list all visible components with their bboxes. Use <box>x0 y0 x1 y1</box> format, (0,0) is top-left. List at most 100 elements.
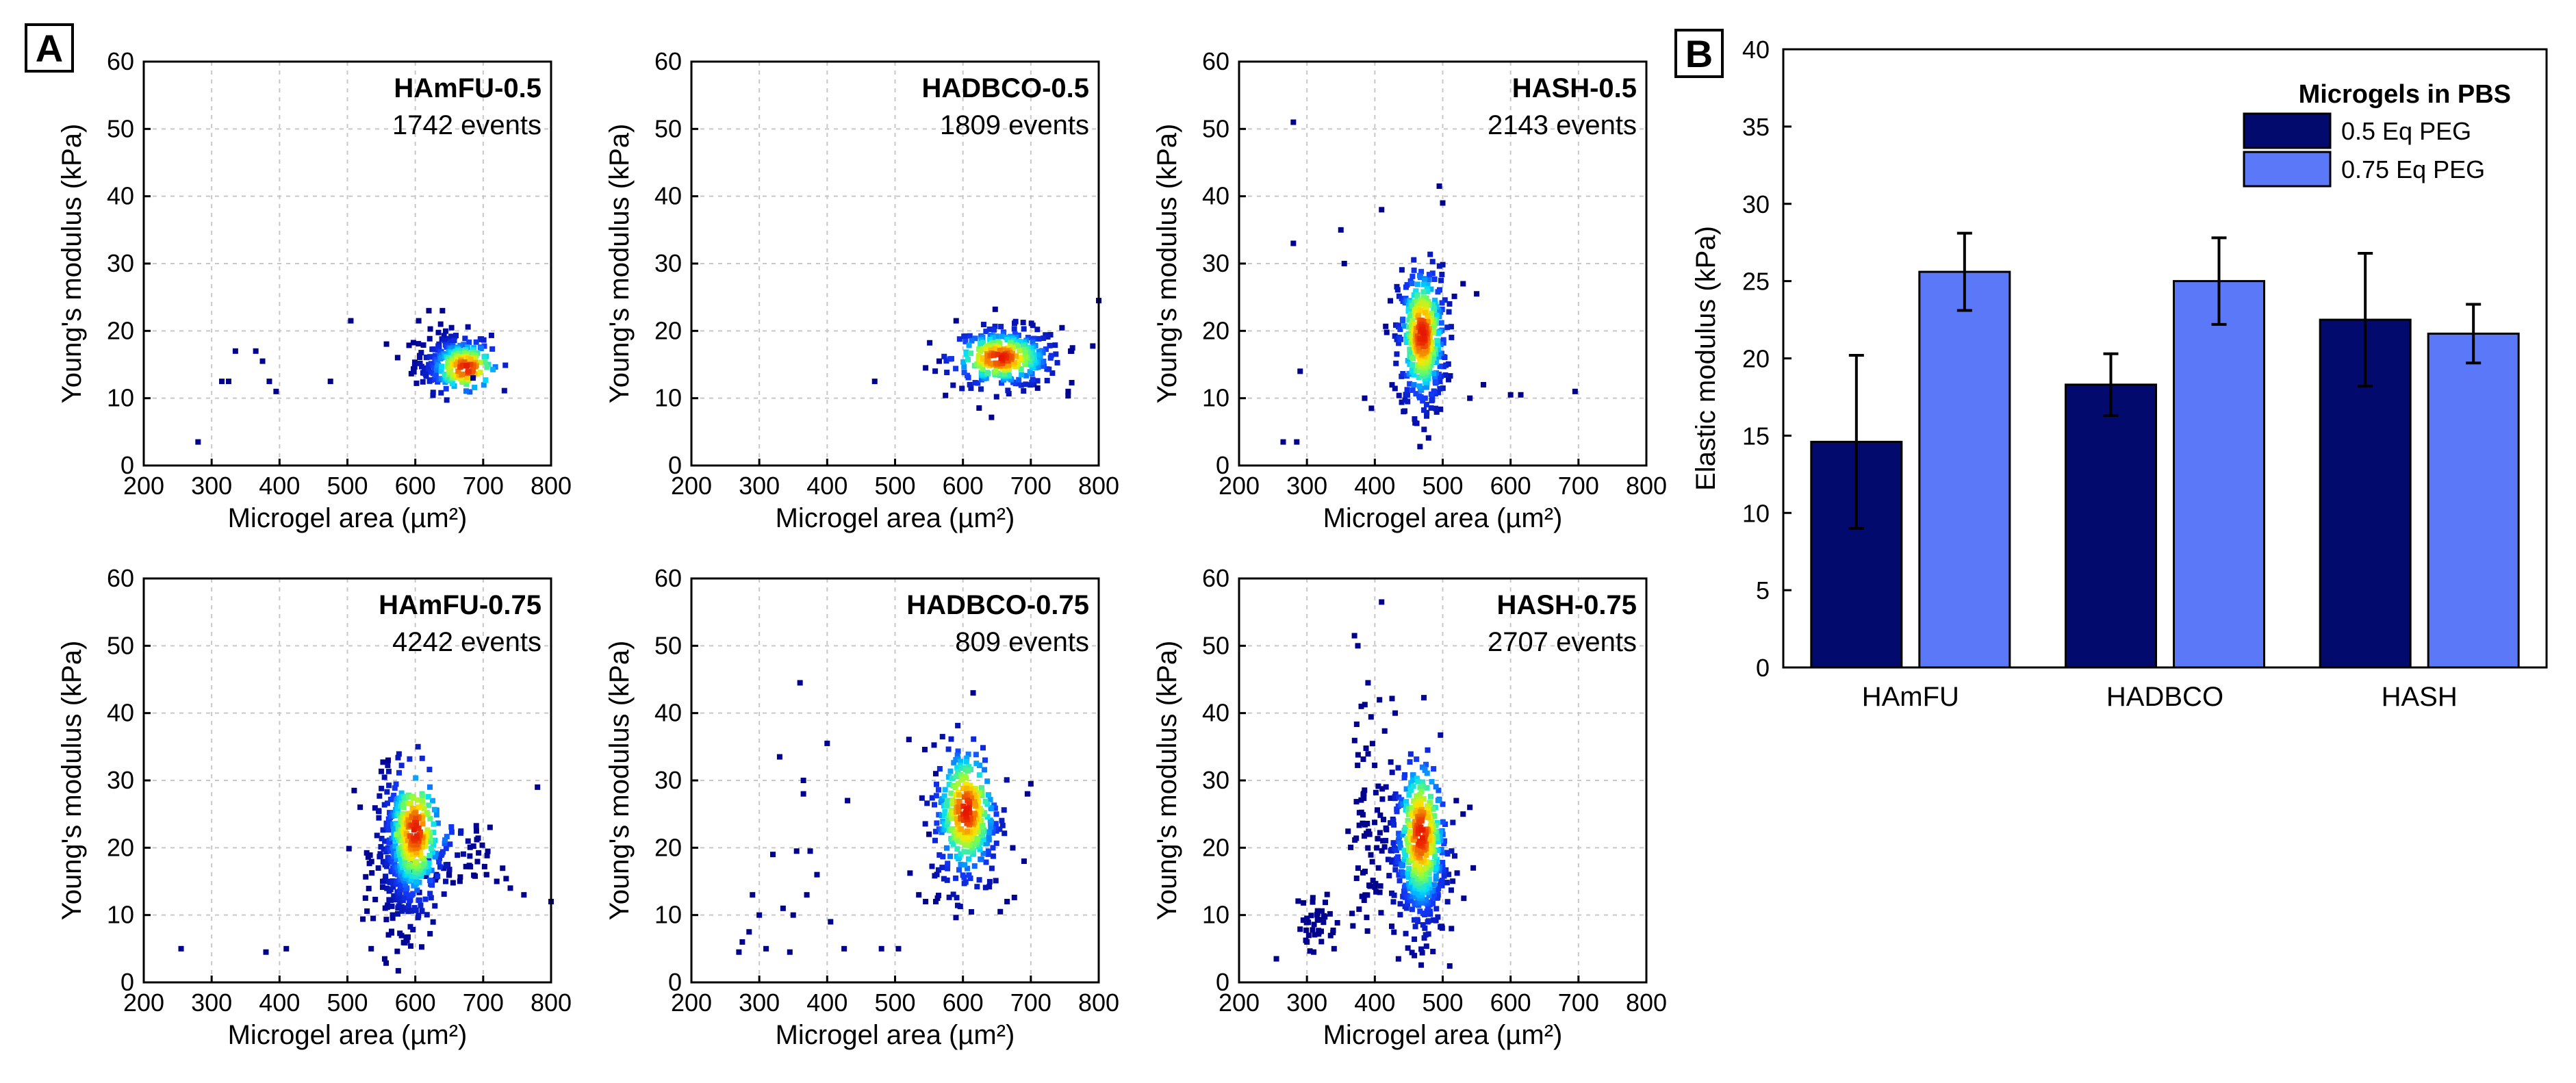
outlier-point <box>800 791 806 797</box>
data-point <box>427 877 433 883</box>
data-point <box>958 759 964 765</box>
y-tick-label: 0 <box>1756 654 1770 682</box>
data-point <box>435 855 442 861</box>
data-point <box>1375 865 1381 871</box>
data-point <box>364 908 370 914</box>
data-point <box>403 876 409 882</box>
data-point <box>1400 316 1406 322</box>
data-point <box>1420 910 1427 917</box>
data-point <box>364 850 370 856</box>
data-point <box>1406 324 1412 330</box>
data-point <box>481 353 487 359</box>
data-point <box>939 865 945 871</box>
data-point <box>936 812 942 818</box>
outlier-point <box>351 787 357 793</box>
data-point <box>481 863 487 869</box>
data-point <box>942 808 948 815</box>
data-point <box>418 944 424 950</box>
data-point <box>385 768 392 774</box>
data-point <box>390 912 396 918</box>
events-count: 1809 events <box>940 110 1089 140</box>
data-point <box>417 360 423 366</box>
data-point <box>1005 358 1011 364</box>
data-point <box>932 828 939 834</box>
y-tick-label: 30 <box>1202 249 1229 277</box>
y-tick-label: 25 <box>1742 268 1770 296</box>
data-point <box>451 337 457 344</box>
data-point <box>427 830 433 836</box>
data-point <box>1431 882 1437 888</box>
data-point <box>419 844 425 850</box>
data-point <box>1426 870 1432 876</box>
data-point <box>1389 857 1395 863</box>
data-point <box>1377 830 1383 836</box>
data-point <box>1426 893 1432 899</box>
data-point <box>390 878 396 884</box>
data-point <box>932 368 939 374</box>
data-point <box>463 388 469 394</box>
data-point <box>1454 870 1460 876</box>
y-tick-label: 10 <box>654 384 682 412</box>
data-point <box>980 837 986 843</box>
data-point <box>954 765 960 771</box>
data-point <box>403 905 409 911</box>
data-point <box>424 355 430 361</box>
data-point <box>956 798 962 804</box>
outlier-point <box>770 852 776 858</box>
outlier-point <box>970 690 976 696</box>
data-point <box>434 359 440 365</box>
outlier-point <box>1440 200 1446 206</box>
data-point <box>1433 906 1440 912</box>
data-point <box>1396 830 1402 837</box>
data-point <box>411 905 418 911</box>
data-point <box>1403 799 1409 805</box>
data-point <box>474 858 481 865</box>
data-point <box>1307 948 1313 954</box>
data-point <box>1363 746 1369 752</box>
y-tick-label: 10 <box>1202 901 1229 929</box>
data-point <box>1006 372 1012 378</box>
data-point <box>1353 875 1360 881</box>
data-point <box>1436 374 1442 381</box>
data-point <box>419 755 425 761</box>
x-tick-label: 600 <box>395 989 436 1017</box>
data-point <box>1446 309 1452 315</box>
outlier-point <box>1474 291 1480 297</box>
data-point <box>1374 845 1380 851</box>
data-point <box>993 360 999 366</box>
data-point <box>1438 879 1444 885</box>
outlier-point <box>178 945 184 952</box>
data-point <box>1418 879 1424 885</box>
data-point <box>987 337 993 343</box>
x-tick-label: 700 <box>1558 989 1599 1017</box>
data-point <box>1412 923 1418 930</box>
data-point <box>465 368 471 374</box>
data-point <box>1392 333 1398 339</box>
data-point <box>392 843 398 849</box>
data-point <box>1411 917 1417 923</box>
data-point <box>1433 359 1440 366</box>
data-point <box>1366 828 1372 834</box>
data-point <box>1023 381 1029 387</box>
data-point <box>1367 883 1373 889</box>
data-point <box>1424 409 1430 416</box>
data-point <box>1005 387 1011 394</box>
data-point <box>428 839 434 845</box>
data-point <box>942 826 948 832</box>
data-point <box>396 903 402 909</box>
scatter-panel-6: 200 300 400 500 600 700 800 0 10 20 30 40 50 60 Microg… <box>1152 564 1667 1050</box>
data-point <box>430 370 436 377</box>
x-tick-label: 200 <box>671 472 712 500</box>
data-point <box>942 787 948 793</box>
outlier-point <box>368 945 374 952</box>
data-point <box>967 381 973 387</box>
data-point <box>939 813 945 819</box>
data-point <box>457 874 463 880</box>
data-point <box>958 861 964 867</box>
data-point <box>1401 774 1407 780</box>
data-points <box>195 307 509 445</box>
data-point <box>437 321 444 327</box>
data-point <box>1405 392 1411 398</box>
y-tick-label: 0 <box>668 451 682 479</box>
data-point <box>935 867 941 873</box>
